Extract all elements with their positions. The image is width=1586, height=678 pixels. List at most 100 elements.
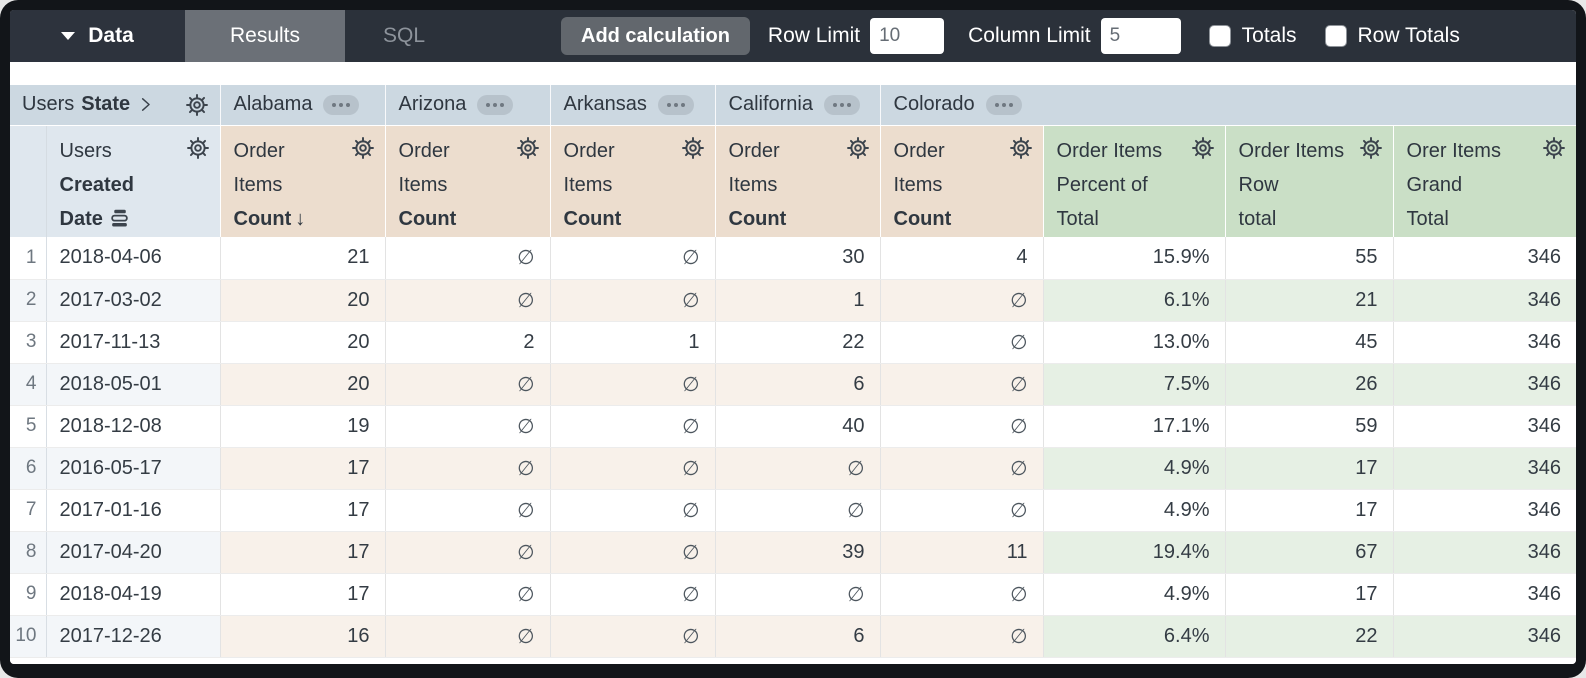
data-cell[interactable]: 17 [219, 531, 386, 574]
calc-cell[interactable]: 17.1% [1042, 405, 1226, 448]
gear-icon[interactable] [515, 135, 541, 161]
calc-cell[interactable]: 346 [1392, 321, 1576, 364]
data-cell[interactable]: ∅ [384, 363, 551, 406]
date-cell[interactable]: 2018-05-01 [46, 363, 221, 406]
data-cell[interactable]: ∅ [879, 405, 1044, 448]
gear-icon[interactable] [184, 92, 210, 118]
calc-cell[interactable]: 59 [1224, 405, 1394, 448]
ellipsis-menu-icon[interactable] [657, 94, 694, 115]
data-cell[interactable]: ∅ [714, 447, 881, 490]
data-cell[interactable]: 30 [714, 237, 881, 280]
ellipsis-menu-icon[interactable] [323, 94, 360, 115]
calc-cell[interactable]: 19.4% [1042, 531, 1226, 574]
calc-column-header[interactable]: Orer Items Grand Total [1392, 125, 1576, 237]
gear-icon[interactable] [185, 135, 211, 161]
date-cell[interactable]: 2018-12-08 [46, 405, 221, 448]
date-cell[interactable]: 2017-11-13 [46, 321, 221, 364]
calc-cell[interactable]: 17 [1224, 489, 1394, 532]
data-cell[interactable]: 19 [219, 405, 386, 448]
state-column-header[interactable]: Alabama [219, 85, 386, 126]
calc-cell[interactable]: 346 [1392, 405, 1576, 448]
data-cell[interactable]: ∅ [549, 279, 716, 322]
state-column-header[interactable]: Arizona [384, 85, 551, 126]
totals-checkbox[interactable] [1208, 25, 1231, 47]
pivot-dimension-header[interactable]: Users State [10, 85, 221, 126]
data-cell[interactable]: 4 [879, 237, 1044, 280]
data-cell[interactable]: 17 [219, 447, 386, 490]
calc-cell[interactable]: 346 [1392, 489, 1576, 532]
ellipsis-menu-icon[interactable] [477, 94, 514, 115]
data-cell[interactable]: ∅ [879, 321, 1044, 364]
calc-cell[interactable]: 22 [1224, 615, 1394, 658]
gear-icon[interactable] [680, 135, 706, 161]
data-cell[interactable]: 40 [714, 405, 881, 448]
data-cell[interactable]: 6 [714, 363, 881, 406]
calc-cell[interactable]: 346 [1392, 447, 1576, 490]
date-cell[interactable]: 2018-04-06 [46, 237, 221, 280]
state-column-header[interactable]: California [714, 85, 881, 126]
measure-header[interactable]: Order Items Count [714, 125, 881, 237]
data-cell[interactable]: ∅ [384, 615, 551, 658]
calc-column-header[interactable]: Order Items Row total [1224, 125, 1394, 237]
data-cell[interactable]: 22 [714, 321, 881, 364]
calc-cell[interactable]: 26 [1224, 363, 1394, 406]
gear-icon[interactable] [350, 135, 376, 161]
data-cell[interactable]: ∅ [384, 489, 551, 532]
calc-cell[interactable]: 346 [1392, 363, 1576, 406]
data-cell[interactable]: ∅ [384, 447, 551, 490]
calc-cell[interactable]: 15.9% [1042, 237, 1226, 280]
chevron-right-icon[interactable] [137, 96, 154, 113]
row-totals-checkbox[interactable] [1324, 25, 1347, 47]
column-limit-input[interactable] [1100, 18, 1181, 54]
data-cell[interactable]: ∅ [549, 405, 716, 448]
tab-sql[interactable]: SQL [345, 10, 463, 62]
measure-header[interactable]: Order Items Count [549, 125, 716, 237]
calc-cell[interactable]: 346 [1392, 237, 1576, 280]
calc-cell[interactable]: 55 [1224, 237, 1394, 280]
calc-cell[interactable]: 346 [1392, 279, 1576, 322]
gear-icon[interactable] [1541, 135, 1567, 161]
tab-results[interactable]: Results [185, 10, 345, 62]
data-cell[interactable]: ∅ [384, 237, 551, 280]
data-cell[interactable]: ∅ [714, 489, 881, 532]
data-cell[interactable]: ∅ [549, 489, 716, 532]
calc-column-header[interactable]: Order Items Percent of Total [1042, 125, 1226, 237]
add-calculation-button[interactable]: Add calculation [561, 17, 750, 55]
calc-cell[interactable]: 6.1% [1042, 279, 1226, 322]
date-cell[interactable]: 2018-04-19 [46, 573, 221, 616]
data-cell[interactable]: 17 [219, 573, 386, 616]
state-column-header[interactable]: Arkansas [549, 85, 716, 126]
data-cell[interactable]: ∅ [879, 363, 1044, 406]
measure-header[interactable]: Order Items Count [384, 125, 551, 237]
date-cell[interactable]: 2017-01-16 [46, 489, 221, 532]
calc-cell[interactable]: 17 [1224, 447, 1394, 490]
calc-cell[interactable]: 17 [1224, 573, 1394, 616]
data-cell[interactable]: ∅ [549, 573, 716, 616]
data-cell[interactable]: 39 [714, 531, 881, 574]
data-cell[interactable]: ∅ [549, 447, 716, 490]
data-cell[interactable]: ∅ [879, 573, 1044, 616]
calc-cell[interactable]: 45 [1224, 321, 1394, 364]
data-cell[interactable]: ∅ [549, 531, 716, 574]
data-cell[interactable]: ∅ [879, 489, 1044, 532]
data-cell[interactable]: ∅ [549, 237, 716, 280]
row-dimension-header[interactable]: Users Created Date [46, 125, 221, 237]
state-column-header[interactable]: Colorado [879, 85, 1044, 126]
date-cell[interactable]: 2017-04-20 [46, 531, 221, 574]
data-cell[interactable]: 20 [219, 279, 386, 322]
data-cell[interactable]: ∅ [714, 573, 881, 616]
row-limit-input[interactable] [870, 18, 945, 54]
data-cell[interactable]: 1 [549, 321, 716, 364]
calc-cell[interactable]: 346 [1392, 615, 1576, 658]
data-cell[interactable]: ∅ [879, 447, 1044, 490]
calc-cell[interactable]: 4.9% [1042, 447, 1226, 490]
data-section-toggle[interactable]: Data [10, 10, 185, 62]
data-cell[interactable]: 1 [714, 279, 881, 322]
calc-cell[interactable]: 13.0% [1042, 321, 1226, 364]
data-cell[interactable]: ∅ [384, 405, 551, 448]
calc-cell[interactable]: 4.9% [1042, 489, 1226, 532]
date-cell[interactable]: 2017-03-02 [46, 279, 221, 322]
data-cell[interactable]: 17 [219, 489, 386, 532]
data-cell[interactable]: 20 [219, 321, 386, 364]
ellipsis-menu-icon[interactable] [824, 94, 860, 115]
